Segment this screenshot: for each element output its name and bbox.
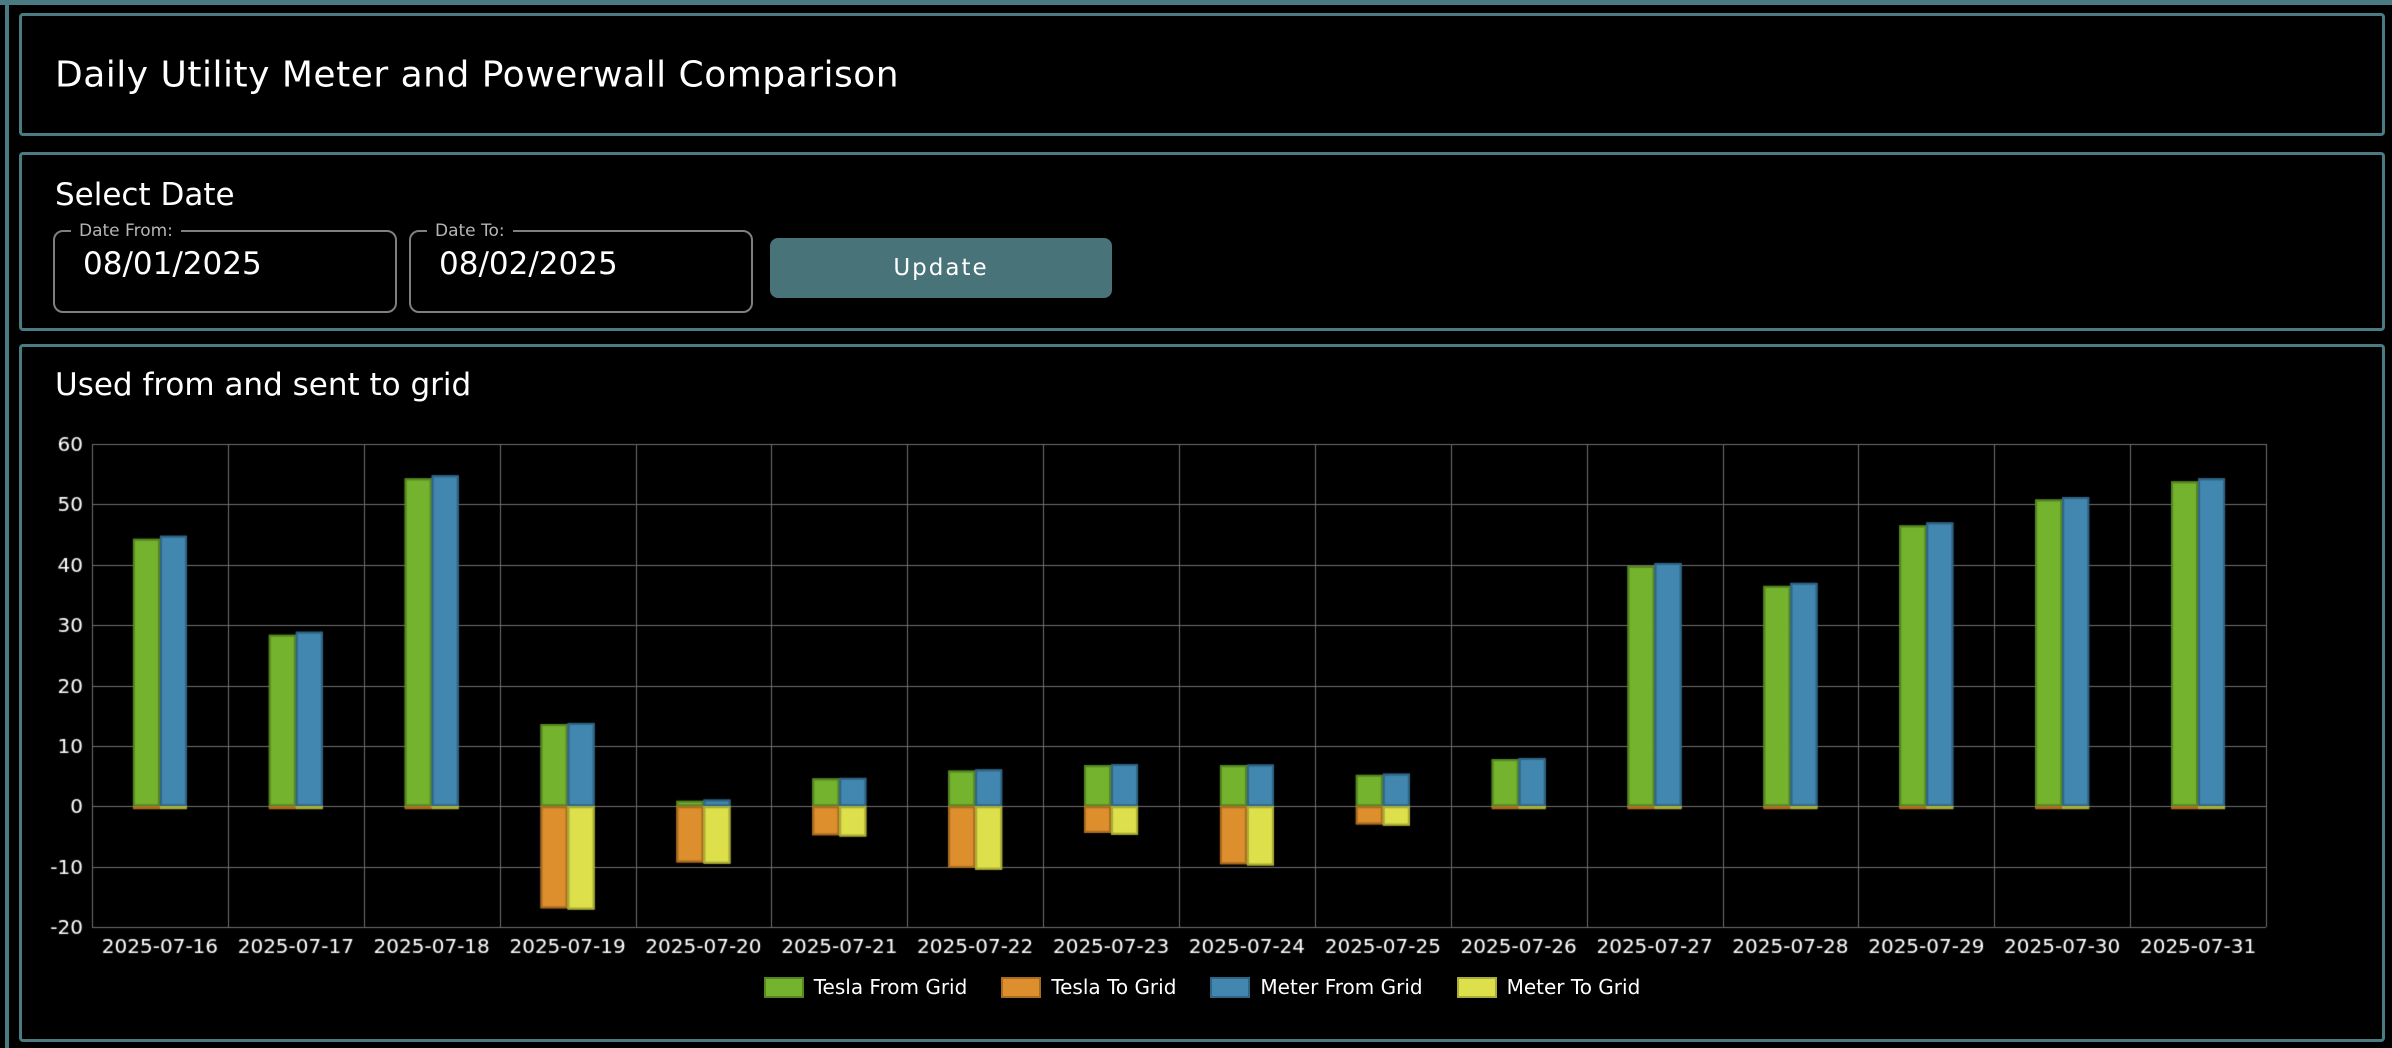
- title-panel: Daily Utility Meter and Powerwall Compar…: [19, 13, 2385, 136]
- legend-item-tesla-from-grid: Tesla From Grid: [763, 975, 968, 999]
- date-to-input[interactable]: [437, 245, 721, 283]
- legend-item-meter-from-grid: Meter From Grid: [1210, 975, 1423, 999]
- date-from-input[interactable]: [81, 245, 365, 283]
- chart-title: Used from and sent to grid: [55, 367, 472, 403]
- chart-panel: Used from and sent to grid Tesla From Gr…: [19, 344, 2385, 1042]
- bar-chart-canvas: [22, 420, 2376, 980]
- legend-item-meter-to-grid: Meter To Grid: [1456, 975, 1641, 999]
- legend-swatch-meter-from-grid: [1210, 976, 1251, 998]
- page-title: Daily Utility Meter and Powerwall Compar…: [55, 54, 900, 95]
- chart-legend: Tesla From Grid Tesla To Grid Meter From…: [22, 975, 2382, 999]
- legend-label: Tesla To Grid: [1051, 975, 1177, 999]
- select-date-heading: Select Date: [55, 177, 235, 213]
- legend-label: Tesla From Grid: [813, 975, 968, 999]
- update-button[interactable]: Update: [770, 238, 1112, 298]
- date-select-panel: Select Date Date From: Date To: Update: [19, 152, 2385, 331]
- frame-top-border: [0, 0, 2392, 5]
- legend-swatch-meter-to-grid: [1456, 976, 1497, 998]
- date-to-label: Date To:: [435, 221, 505, 241]
- date-from-field: Date From:: [53, 221, 397, 313]
- legend-swatch-tesla-to-grid: [1001, 976, 1042, 998]
- legend-item-tesla-to-grid: Tesla To Grid: [1001, 975, 1176, 999]
- frame-left-border: [5, 5, 9, 1048]
- legend-label: Meter To Grid: [1506, 975, 1641, 999]
- legend-swatch-tesla-from-grid: [763, 976, 804, 998]
- legend-label: Meter From Grid: [1260, 975, 1423, 999]
- date-to-field: Date To:: [409, 221, 753, 313]
- date-from-label: Date From:: [79, 221, 173, 241]
